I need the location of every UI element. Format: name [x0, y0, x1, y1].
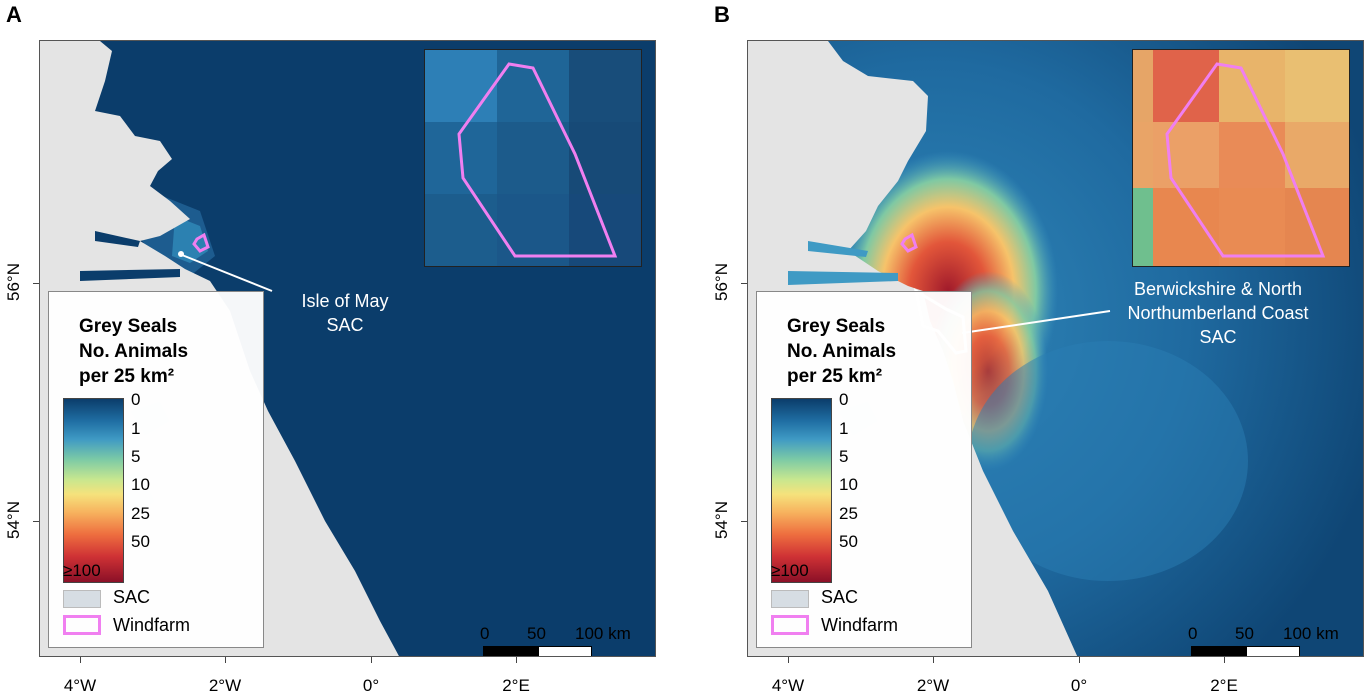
- colorbar: [63, 398, 124, 583]
- windfarm-label: Windfarm: [113, 615, 191, 635]
- windfarm-swatch: [63, 615, 101, 635]
- scale-bar-white: [1246, 646, 1300, 656]
- callout-line1: Berwickshire & North: [1133, 279, 1303, 299]
- legend-title-line3: per 25 km²: [79, 366, 175, 387]
- sac-label: SAC: [113, 587, 151, 607]
- scale-label: 50: [527, 624, 546, 643]
- x-tick-label: 4°W: [771, 676, 805, 695]
- cbar-label: 5: [131, 447, 141, 466]
- y-tick-label: 56°N: [711, 263, 731, 301]
- cbar-label: 10: [131, 475, 150, 494]
- cbar-label: 1: [131, 419, 141, 438]
- x-tickmark: [371, 657, 372, 663]
- y-tickmark: [741, 283, 747, 284]
- map-panel-b[interactable]: Berwickshire & North Northumberland Coas…: [747, 40, 1364, 657]
- legend-title-line1: Grey Seals: [787, 316, 886, 337]
- map-b-inset: [1132, 49, 1350, 267]
- windfarm-swatch: [771, 615, 809, 635]
- sac-swatch: [63, 590, 101, 608]
- legend-title: Grey Seals No. Animals per 25 km²: [787, 314, 896, 389]
- x-tickmark: [788, 657, 789, 663]
- x-tick-label: 2°W: [916, 676, 950, 695]
- cbar-label: ≥100: [63, 561, 101, 580]
- sac-swatch: [771, 590, 809, 608]
- berwickshire-callout: Berwickshire & North Northumberland Coas…: [1098, 277, 1338, 349]
- scale-label: 0: [1188, 624, 1198, 643]
- legend-title: Grey Seals No. Animals per 25 km²: [79, 314, 188, 389]
- panel-b-letter: B: [714, 2, 730, 27]
- scale-label: 50: [1235, 624, 1254, 643]
- x-tick-label: 2°E: [502, 676, 530, 695]
- y-tick-label: 54°N: [711, 501, 731, 539]
- legend-title-line2: No. Animals: [79, 341, 189, 362]
- y-tickmark: [741, 521, 747, 522]
- cbar-label: 25: [131, 504, 150, 523]
- windfarm-label: Windfarm: [821, 615, 899, 635]
- x-tick-label: 0°: [362, 676, 380, 695]
- scale-label: 100 km: [575, 624, 631, 643]
- isle-of-may-callout: Isle of May SAC: [270, 289, 420, 337]
- x-tickmark: [225, 657, 226, 663]
- x-tickmark: [80, 657, 81, 663]
- sac-label: SAC: [821, 587, 859, 607]
- cbar-label: 25: [839, 504, 858, 523]
- cbar-label: ≥100: [771, 561, 809, 580]
- cbar-label: 50: [839, 532, 858, 551]
- callout-line1: Isle of May: [301, 291, 389, 311]
- panel-a-letter: A: [6, 2, 22, 27]
- legend-title-line1: Grey Seals: [79, 316, 178, 337]
- x-tickmark: [1224, 657, 1225, 663]
- legend-title-line2: No. Animals: [787, 341, 897, 362]
- cbar-label: 0: [131, 390, 141, 409]
- scale-label: 0: [480, 624, 490, 643]
- scale-bar-b: 0 50 100 km: [1188, 624, 1363, 656]
- map-a-inset: [424, 49, 642, 267]
- scale-bar-a: 0 50 100 km: [480, 624, 655, 656]
- callout-line2: SAC: [326, 315, 364, 335]
- x-tick-label: 2°E: [1210, 676, 1238, 695]
- scale-bar-black: [1191, 646, 1247, 656]
- x-tickmark: [933, 657, 934, 663]
- colorbar: [771, 398, 832, 583]
- y-tick-label: 56°N: [3, 263, 23, 301]
- callout-line3: SAC: [1199, 327, 1237, 347]
- x-tickmark: [1079, 657, 1080, 663]
- scale-bar-black: [483, 646, 539, 656]
- map-panel-a[interactable]: Isle of May SAC Grey Seals No. Animals p…: [39, 40, 656, 657]
- cbar-label: 1: [839, 419, 849, 438]
- cbar-label: 10: [839, 475, 858, 494]
- legend-title-line3: per 25 km²: [787, 366, 883, 387]
- legend-panel-a: Grey Seals No. Animals per 25 km² 0 1 5 …: [48, 291, 264, 648]
- cbar-label: 5: [839, 447, 849, 466]
- scale-bar-white: [538, 646, 592, 656]
- legend-panel-b: Grey Seals No. Animals per 25 km² 0 1 5 …: [756, 291, 972, 648]
- x-tick-label: 4°W: [63, 676, 97, 695]
- x-tick-label: 2°W: [208, 676, 242, 695]
- cbar-label: 0: [839, 390, 849, 409]
- y-tick-label: 54°N: [3, 501, 23, 539]
- x-tickmark: [516, 657, 517, 663]
- y-tickmark: [33, 521, 39, 522]
- scale-label: 100 km: [1283, 624, 1339, 643]
- cbar-label: 50: [131, 532, 150, 551]
- callout-line2: Northumberland Coast: [1127, 303, 1309, 323]
- y-tickmark: [33, 283, 39, 284]
- x-tick-label: 0°: [1070, 676, 1088, 695]
